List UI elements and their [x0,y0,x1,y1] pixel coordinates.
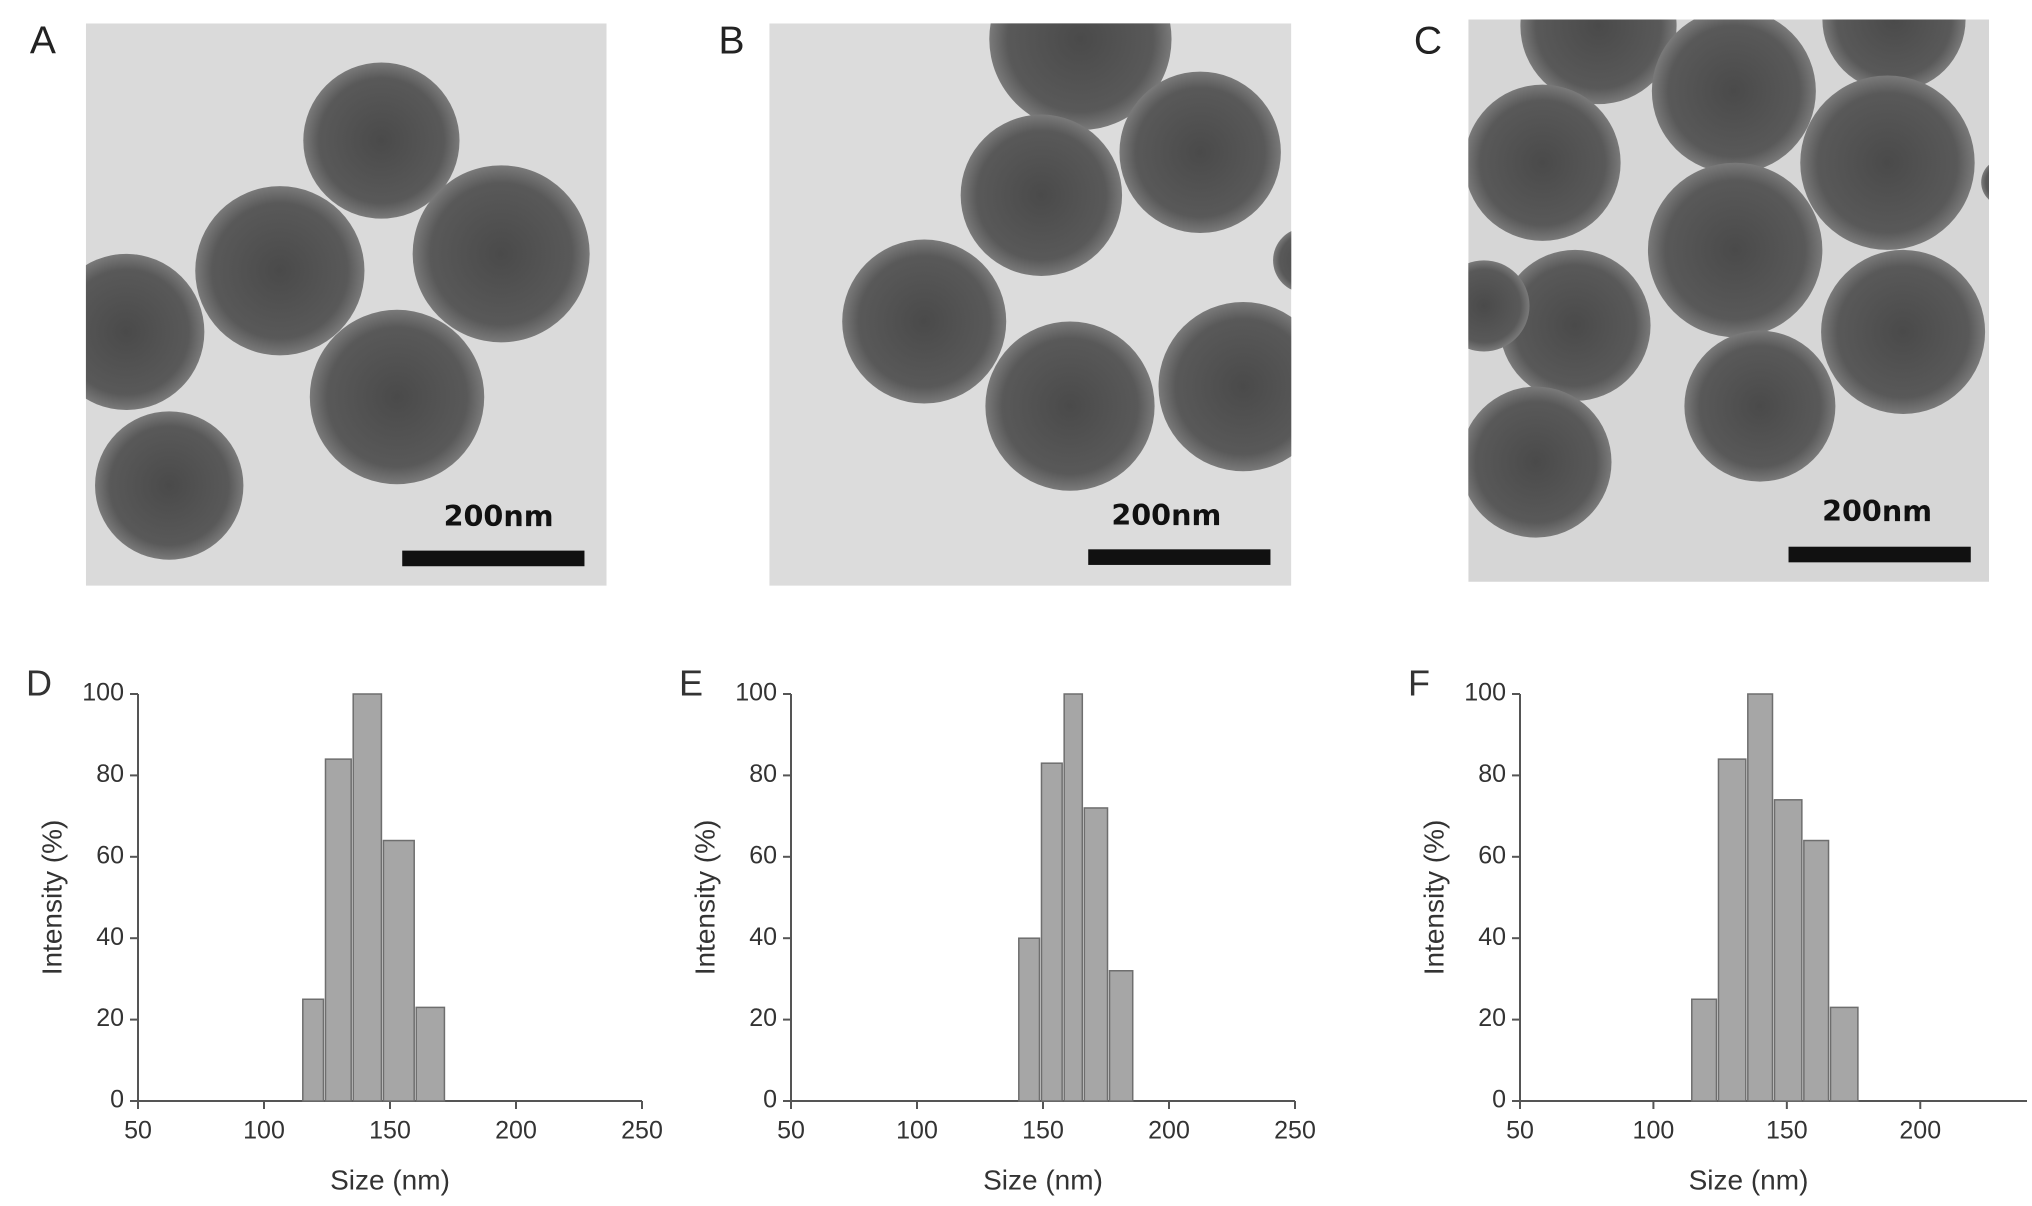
y-tick-label: 20 [749,1004,777,1032]
x-tick-label: 250 [621,1117,663,1145]
y-tick-label: 80 [749,760,777,788]
x-tick-label: 150 [1766,1117,1808,1145]
x-tick-label: 100 [243,1117,285,1145]
bar [382,839,415,1102]
y-tick-label: 0 [763,1086,777,1114]
tem-image: 200nm [85,23,607,586]
panel-label: C [1414,19,1442,62]
y-tick-label: 80 [96,760,124,788]
scale-bar-label: 200nm [444,499,554,533]
scale-bar-label: 200nm [1111,498,1221,532]
y-tick-label: 100 [1464,679,1506,707]
x-tick-label: 50 [124,1117,152,1145]
tem-image: 200nm [769,23,1292,586]
panel-label: B [719,19,745,62]
bar [415,1006,446,1102]
panel-label: A [30,19,56,62]
y-tick-label: 60 [749,841,777,869]
tem-image: 200nm [1468,19,1989,582]
bar [1108,970,1134,1102]
x-tick-label: 200 [1148,1117,1190,1145]
y-tick-label: 0 [110,1086,124,1114]
bar [1018,937,1041,1102]
x-axis-label: Size (nm) [330,1164,450,1195]
panel-label: F [1408,663,1430,704]
bar [1083,807,1109,1102]
bar [352,693,383,1102]
bar [1691,998,1718,1102]
y-tick-label: 40 [96,923,124,951]
bar [1040,762,1063,1102]
y-tick-label: 0 [1492,1086,1506,1114]
x-axis-label: Size (nm) [983,1164,1103,1195]
chart: E 0 20 40 60 80 100 50 100 150 200 250 Size (nm) Inte… [679,663,1316,1196]
bar [1717,758,1747,1102]
bar [1773,799,1803,1102]
scale-bar-label: 200nm [1822,494,1932,528]
x-tick-label: 250 [1274,1117,1316,1145]
y-tick-label: 100 [82,679,124,707]
x-axis-label: Size (nm) [1689,1164,1809,1195]
y-tick-label: 20 [1478,1004,1506,1032]
x-tick-label: 100 [896,1117,938,1145]
y-tick-label: 40 [1478,923,1506,951]
x-tick-label: 50 [1506,1117,1534,1145]
y-axis-label: Intensity (%) [1418,820,1449,976]
chart: F 0 20 40 60 80 100 50 100 150 200 Size (nm) Intensi… [1408,663,2027,1195]
bar [1747,693,1774,1102]
y-tick-label: 60 [1478,841,1506,869]
x-tick-label: 200 [495,1117,537,1145]
bar [302,998,325,1102]
panel-label: E [679,663,703,704]
x-tick-label: 150 [1022,1117,1064,1145]
bar [1829,1006,1859,1102]
x-tick-label: 150 [369,1117,411,1145]
y-axis-label: Intensity (%) [689,820,720,976]
y-tick-label: 40 [749,923,777,951]
bar [324,758,352,1102]
tem-images: A B C 200nm 200nm [30,19,1989,586]
y-tick-label: 100 [735,679,777,707]
bar [1063,693,1084,1102]
x-tick-label: 50 [777,1117,805,1145]
bar [1803,839,1830,1102]
chart: D 0 20 40 60 80 100 50 100 150 200 250 Size (nm) Inte… [26,663,663,1196]
y-tick-label: 20 [96,1004,124,1032]
panel-label: D [26,663,52,704]
x-tick-label: 200 [1899,1117,1941,1145]
x-tick-label: 100 [1633,1117,1675,1145]
y-axis-label: Intensity (%) [36,820,67,976]
y-tick-label: 80 [1478,760,1506,788]
y-tick-label: 60 [96,841,124,869]
